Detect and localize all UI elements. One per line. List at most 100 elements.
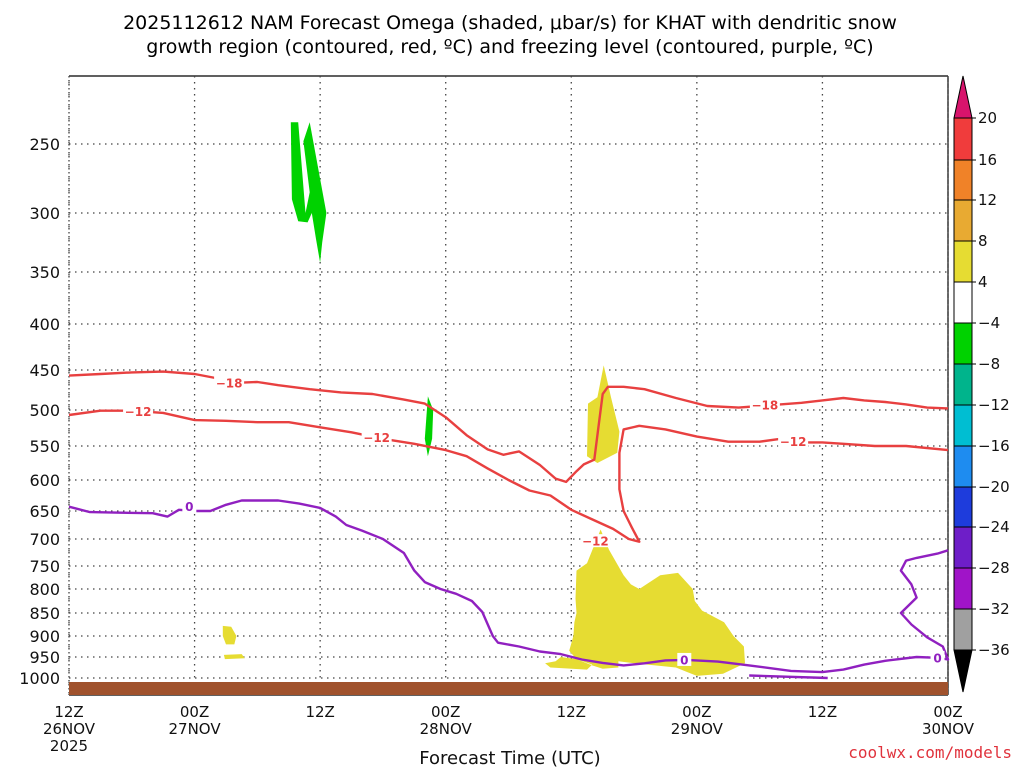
- y-tick-label: 450: [29, 361, 60, 380]
- y-tick-label: 700: [29, 530, 60, 549]
- y-tick-label: 550: [29, 437, 60, 456]
- colorbar-band: [953, 199, 973, 242]
- colorbar-band: [953, 322, 973, 365]
- colorbar-label: −12: [978, 396, 1010, 414]
- omega-shaded-regions: [222, 122, 745, 676]
- contour-label: 0: [185, 500, 193, 514]
- omega-region: [290, 122, 327, 263]
- chart-title-line1: 2025112612 NAM Forecast Omega (shaded, μ…: [123, 12, 897, 34]
- contour-label-bg: [182, 499, 197, 513]
- colorbar-band: [953, 117, 973, 161]
- colorbar-label: 20: [978, 109, 997, 127]
- x-tick-label: 26NOV: [43, 720, 96, 738]
- contour-label-bg: [677, 652, 692, 666]
- contour-label-bg: [123, 404, 154, 418]
- contour-label: −12: [363, 431, 390, 445]
- contour-label: −12: [125, 405, 152, 419]
- omega-region: [424, 396, 434, 457]
- y-tick-label: 350: [29, 263, 60, 282]
- colorbar-label: 4: [978, 273, 988, 291]
- omega-region: [223, 654, 245, 660]
- y-tick-label: 750: [29, 557, 60, 576]
- chart-title-line2: growth region (contoured, red, ºC) and f…: [146, 36, 873, 58]
- y-tick-label: 400: [29, 315, 60, 334]
- colorbar-band: [953, 486, 973, 528]
- y-tick-label: 800: [29, 580, 60, 599]
- colorbar-label: −20: [978, 478, 1010, 496]
- contour-label-bg: [930, 650, 945, 664]
- y-tick-label: 600: [29, 471, 60, 490]
- y-tick-label: 850: [29, 604, 60, 623]
- colorbar-label: 12: [978, 191, 997, 209]
- omega-region: [587, 365, 620, 463]
- y-tick-label: 250: [29, 135, 60, 154]
- colorbar-band: [953, 404, 973, 447]
- colorbar-band: [953, 526, 973, 569]
- x-tick-label: 27NOV: [169, 720, 222, 738]
- colorbar-band: [953, 445, 973, 488]
- contour-label-bg: [749, 398, 780, 412]
- colorbar-bottom-triangle: [953, 649, 973, 693]
- x-tick-label: 12Z: [54, 703, 83, 721]
- colorbar-label: 8: [978, 232, 988, 250]
- x-axis-label: Forecast Time (UTC): [419, 748, 600, 768]
- x-tick-label: 28NOV: [420, 720, 473, 738]
- x-tick-label: 00Z: [431, 703, 460, 721]
- y-tick-label: 950: [29, 648, 60, 667]
- colorbar-label: 16: [978, 151, 997, 169]
- x-tick-label: 00Z: [180, 703, 209, 721]
- x-tick-label: 12Z: [305, 703, 334, 721]
- colorbar-band: [953, 363, 973, 406]
- contour-label: −18: [216, 376, 243, 390]
- credit-text: coolwx.com/models: [848, 743, 1012, 762]
- contour-label-bg: [778, 434, 809, 448]
- contours: −18 −18 −12 −12 −12 −12 0 0 0: [68, 370, 950, 680]
- terrain-fill: [69, 682, 948, 695]
- x-tick-label: 2025: [50, 737, 88, 755]
- colorbar-label: −24: [978, 518, 1010, 536]
- y-tick-label: 1000: [19, 669, 60, 688]
- contour-line: [68, 409, 949, 543]
- y-tick-label: 650: [29, 502, 60, 521]
- plot-area: [68, 75, 949, 696]
- x-tick-label: 12Z: [557, 703, 586, 721]
- omega-region: [222, 625, 237, 645]
- colorbar-top-triangle: [953, 75, 973, 119]
- colorbar: 20 16 12 8 4 −4 −8 −12 −16 −20 −24 −28 −32 −36: [953, 75, 1010, 693]
- contour-label: 0: [933, 651, 941, 665]
- colorbar-label: −28: [978, 559, 1010, 577]
- colorbar-band: [953, 608, 973, 651]
- contour-line: [68, 370, 949, 484]
- contour-line: [749, 674, 828, 680]
- colorbar-band: [953, 159, 973, 201]
- plot-background: [69, 76, 948, 695]
- contour-label-bg: [214, 375, 245, 389]
- x-tick-label: 00Z: [682, 703, 711, 721]
- y-tick-label: 500: [29, 401, 60, 420]
- contour-label: −18: [751, 399, 778, 413]
- contour-label: −12: [582, 535, 609, 549]
- colorbar-label: −36: [978, 641, 1010, 659]
- colorbar-band: [953, 240, 973, 283]
- x-tick-label: 12Z: [808, 703, 837, 721]
- colorbar-label: −16: [978, 437, 1010, 455]
- colorbar-label: −8: [978, 355, 1000, 373]
- x-tick-label: 30NOV: [922, 720, 975, 738]
- omega-region: [545, 529, 745, 676]
- y-tick-label: 900: [29, 627, 60, 646]
- contour-label: 0: [680, 653, 688, 667]
- contour-label-bg: [361, 430, 392, 444]
- colorbar-band: [953, 281, 973, 324]
- x-tick-label: 00Z: [933, 703, 962, 721]
- contour-label: −12: [780, 435, 807, 449]
- x-tick-label: 29NOV: [671, 720, 724, 738]
- contour-line: [68, 499, 950, 674]
- colorbar-label: −32: [978, 600, 1010, 618]
- y-axis-ticks: 250 300 350 400 450 500 550 600 650 700 750 800 850 9…: [19, 135, 60, 688]
- y-tick-label: 300: [29, 204, 60, 223]
- colorbar-label: −4: [978, 314, 1000, 332]
- colorbar-band: [953, 567, 973, 610]
- contour-label-bg: [580, 534, 611, 548]
